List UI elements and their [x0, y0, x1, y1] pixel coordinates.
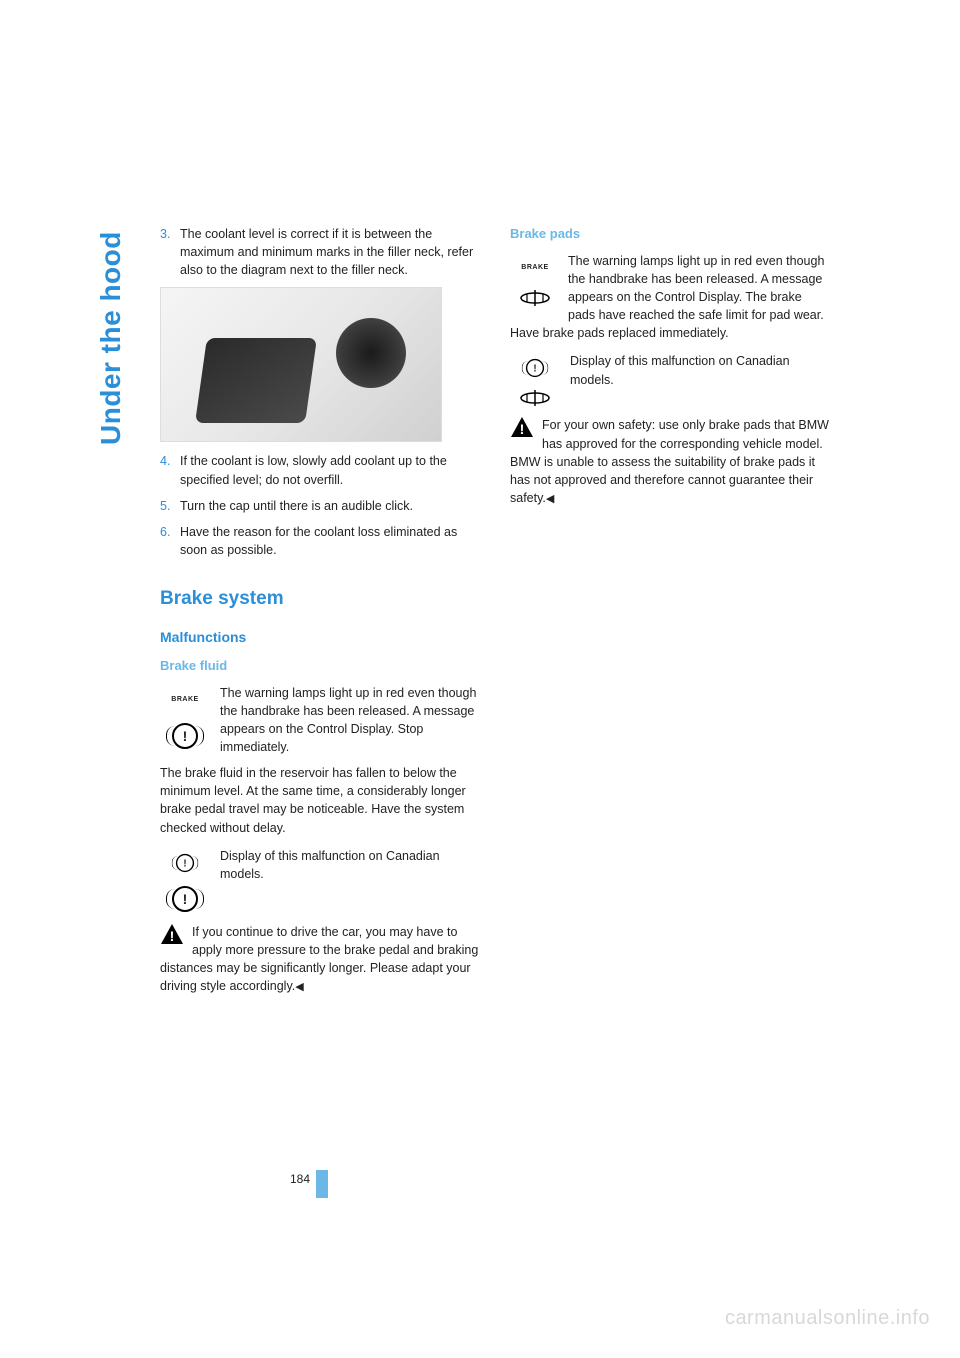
- icon-stack: !: [510, 352, 560, 408]
- caution-block: ! If you continue to drive the car, you …: [160, 923, 480, 996]
- warning-text: The warning lamps light up in red even t…: [220, 684, 480, 757]
- brake-circle-small-icon: !: [514, 352, 556, 384]
- list-number: 3.: [160, 225, 180, 279]
- warning-block: BRAKE The warning lamps light up in red …: [510, 252, 830, 343]
- list-item: 4. If the coolant is low, slowly add coo…: [160, 452, 480, 488]
- watermark: carmanualsonline.info: [725, 1307, 930, 1330]
- coolant-diagram: [160, 287, 442, 442]
- left-column: 3. The coolant level is correct if it is…: [160, 225, 480, 1006]
- heading-brake-fluid: Brake fluid: [160, 657, 480, 676]
- warning-triangle-icon: !: [510, 416, 534, 438]
- page-marker: [316, 1170, 328, 1198]
- heading-brake-pads: Brake pads: [510, 225, 830, 244]
- brake-text-icon: BRAKE: [514, 252, 556, 284]
- brake-pad-icon: [519, 288, 551, 308]
- warning-text: Display of this malfunction on Canadian …: [570, 352, 830, 408]
- caution-block: ! For your own safety: use only brake pa…: [510, 416, 830, 507]
- warning-triangle-icon: !: [160, 923, 184, 945]
- section-title: Under the hood: [95, 231, 127, 445]
- list-number: 4.: [160, 452, 180, 488]
- caution-text: If you continue to drive the car, you ma…: [160, 925, 478, 993]
- icon-stack: ! !: [160, 847, 210, 915]
- list-number: 5.: [160, 497, 180, 515]
- list-text: Have the reason for the coolant loss eli…: [180, 523, 480, 559]
- end-marker-icon: ◀: [295, 980, 303, 996]
- warning-block: BRAKE ! The warning lamps light up in re…: [160, 684, 480, 757]
- list-item: 6. Have the reason for the coolant loss …: [160, 523, 480, 559]
- svg-text:!: !: [170, 928, 175, 944]
- page-number: 184: [290, 1172, 310, 1186]
- brake-text-icon: BRAKE: [164, 684, 206, 716]
- brake-circle-small-icon: !: [164, 847, 206, 879]
- paragraph: The brake fluid in the reservoir has fal…: [160, 764, 480, 837]
- end-marker-icon: ◀: [546, 492, 554, 508]
- heading-malfunctions: Malfunctions: [160, 627, 480, 647]
- icon-stack: BRAKE: [510, 252, 560, 308]
- warning-block: ! Display of this malfunction on Canadia…: [510, 352, 830, 408]
- svg-text:!: !: [520, 421, 525, 437]
- list-item: 5. Turn the cap until there is an audibl…: [160, 497, 480, 515]
- warning-text: Display of this malfunction on Canadian …: [220, 847, 480, 915]
- list-text: The coolant level is correct if it is be…: [180, 225, 480, 279]
- caution-text: For your own safety: use only brake pads…: [510, 418, 829, 505]
- right-column: Brake pads BRAKE The warning lamps light…: [510, 225, 830, 1006]
- page-content: 3. The coolant level is correct if it is…: [160, 225, 835, 1006]
- list-text: Turn the cap until there is an audible c…: [180, 497, 480, 515]
- list-number: 6.: [160, 523, 180, 559]
- icon-stack: BRAKE !: [160, 684, 210, 757]
- list-item: 3. The coolant level is correct if it is…: [160, 225, 480, 279]
- warning-block: ! ! Display of this malfunction on Canad…: [160, 847, 480, 915]
- brake-circle-icon: !: [164, 883, 206, 915]
- brake-pad-icon: [519, 388, 551, 408]
- brake-circle-icon: !: [164, 720, 206, 752]
- heading-brake-system: Brake system: [160, 585, 480, 613]
- list-text: If the coolant is low, slowly add coolan…: [180, 452, 480, 488]
